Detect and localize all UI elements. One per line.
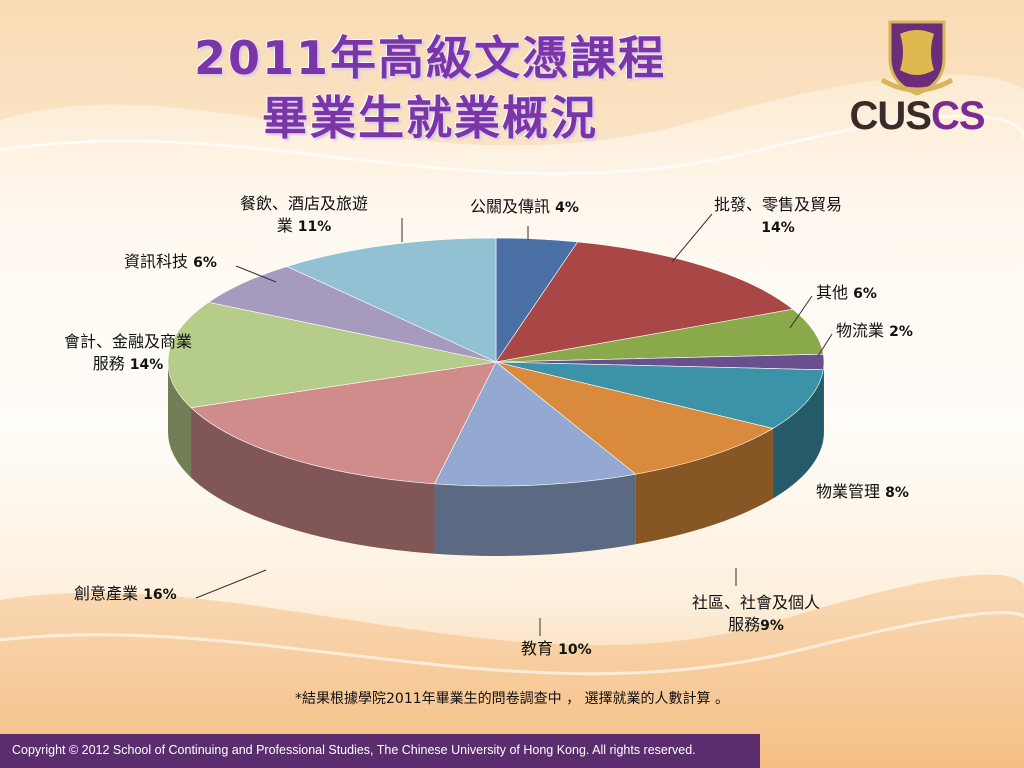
logo-text-b: CS xyxy=(930,94,986,138)
slice-side-3 xyxy=(823,362,825,440)
label-property: 物業管理 8% xyxy=(816,482,909,501)
slice-side-6 xyxy=(434,474,636,556)
slice-5 xyxy=(495,361,774,475)
logo-text-a: CUS xyxy=(849,94,931,138)
label-wholesale: 批發、零售及貿易 14% xyxy=(714,195,843,236)
label-catering: 餐飲、酒店及旅遊業 11% xyxy=(240,194,369,235)
leader-line-7 xyxy=(235,265,277,283)
slice-side-5 xyxy=(635,428,773,545)
slice-2 xyxy=(495,308,824,363)
cuscs-logo: CUSCS xyxy=(842,18,992,144)
slice-6 xyxy=(434,361,637,487)
slice-side-4 xyxy=(772,369,824,499)
leader-line-3 xyxy=(817,333,833,357)
logo-wordmark: CUSCS xyxy=(842,94,992,139)
leader-line-2 xyxy=(789,295,813,329)
title-line-2: 畢業生就業概況 xyxy=(262,91,598,145)
title-line-1: 2011年高級文憑課程 xyxy=(193,31,667,85)
slice-8 xyxy=(167,301,497,408)
label-community: 社區、社會及個人 服務9% xyxy=(692,593,821,634)
crest-icon xyxy=(880,20,954,96)
label-creative: 創意產業 16% xyxy=(74,584,177,603)
footnote: *結果根據學院2011年畢業生的問卷調查中 ， 選擇就業的人數計算 。 xyxy=(295,691,729,707)
label-education: 教育 10% xyxy=(521,639,592,658)
label-logistics: 物流業 2% xyxy=(836,321,913,340)
copyright-footer: Copyright © 2012 School of Continuing an… xyxy=(0,734,760,768)
label-pr: 公關及傳訊 4% xyxy=(470,197,579,216)
slide-title: 2011年高級文憑課程 畢業生就業概況 xyxy=(150,28,710,148)
slice-side-8 xyxy=(168,362,192,478)
slice-4 xyxy=(495,361,824,429)
slice-side-7 xyxy=(191,407,435,554)
leader-line-1 xyxy=(671,213,713,263)
slice-1 xyxy=(495,241,794,363)
slice-7 xyxy=(190,361,497,485)
label-others: 其他 6% xyxy=(816,283,877,302)
slice-10 xyxy=(286,237,497,363)
slice-9 xyxy=(207,266,497,363)
label-accounting: 會計、金融及商業 服務 14% xyxy=(64,332,193,373)
label-it: 資訊科技 6% xyxy=(124,252,217,271)
leader-line-6 xyxy=(195,569,267,599)
